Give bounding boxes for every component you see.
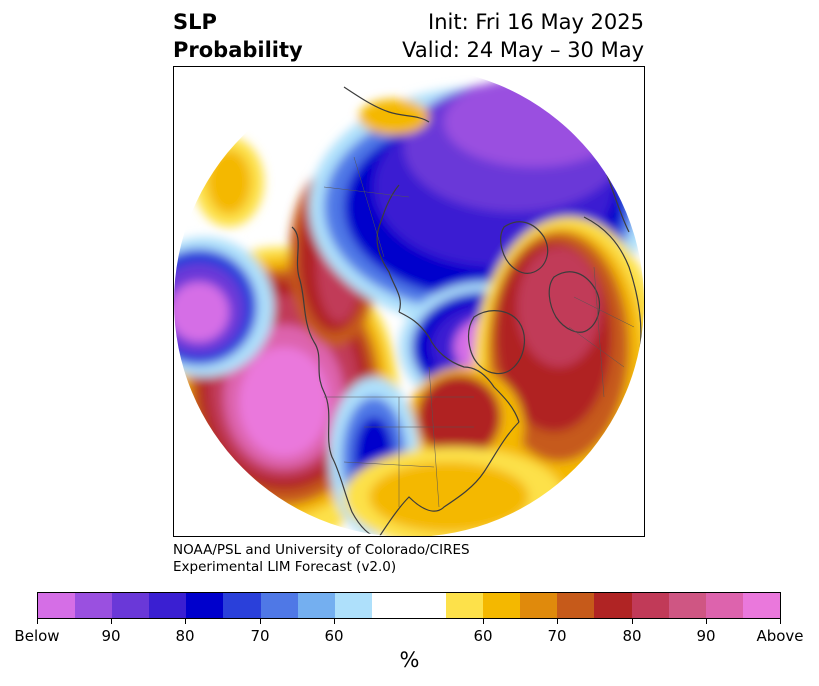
colorbar-units: % — [399, 648, 420, 672]
credit-text: NOAA/PSL and University of Colorado/CIRE… — [173, 542, 470, 576]
colorbar-segment — [446, 593, 484, 618]
colorbar-tick-label: 90 — [101, 627, 121, 645]
colorbar-tick-label: 60 — [473, 627, 493, 645]
colorbar-tick-label: Below — [14, 627, 60, 645]
forecast-dates: Init: Fri 16 May 2025 Valid: 24 May – 30… — [402, 8, 644, 64]
colorbar-tick-label: 70 — [547, 627, 567, 645]
colorbar-segment — [520, 593, 558, 618]
init-date: Init: Fri 16 May 2025 — [428, 10, 644, 34]
title-line-2: Probability — [173, 38, 303, 62]
colorbar-tick-mark — [37, 619, 38, 624]
colorbar-tick-mark — [780, 619, 781, 624]
credit-line-1: NOAA/PSL and University of Colorado/CIRE… — [173, 542, 470, 558]
colorbar-tick-label: Above — [756, 627, 804, 645]
colorbar-segment — [668, 593, 706, 618]
colorbar-segment — [705, 593, 743, 618]
colorbar-segment — [334, 593, 372, 618]
colorbar-tick-mark — [706, 619, 707, 624]
title-line-1: SLP — [173, 10, 217, 34]
colorbar-tick-mark — [111, 619, 112, 624]
colorbar — [37, 592, 781, 619]
colorbar-segment — [594, 593, 632, 618]
colorbar-tick-label: 60 — [324, 627, 344, 645]
colorbar-tick-label: 90 — [696, 627, 716, 645]
colorbar-segment — [38, 593, 76, 618]
colorbar-tick-mark — [483, 619, 484, 624]
credit-line-2: Experimental LIM Forecast (v2.0) — [173, 559, 397, 575]
colorbar-segment — [483, 593, 521, 618]
coastlines — [291, 86, 642, 536]
colorbar-tick-mark — [334, 619, 335, 624]
colorbar-tick-mark — [260, 619, 261, 624]
colorbar-segment — [297, 593, 335, 618]
colorbar-tick-label: 80 — [175, 627, 195, 645]
colorbar-segment — [112, 593, 150, 618]
colorbar-tick-mark — [557, 619, 558, 624]
colorbar-segment — [408, 593, 447, 618]
valid-range: Valid: 24 May – 30 May — [402, 38, 644, 62]
colorbar-segment — [557, 593, 595, 618]
polar-map — [174, 67, 644, 536]
colorbar-tick-label: 70 — [250, 627, 270, 645]
colorbar-tick-mark — [185, 619, 186, 624]
colorbar-segment — [631, 593, 669, 618]
probability-field — [174, 67, 644, 536]
colorbar-segment — [260, 593, 298, 618]
colorbar-segment — [223, 593, 261, 618]
colorbar-segment — [149, 593, 187, 618]
colorbar-tick-label: 80 — [622, 627, 642, 645]
polar-map-panel — [173, 66, 645, 537]
colorbar-segment — [371, 593, 409, 618]
colorbar-tick-mark — [632, 619, 633, 624]
political-borders — [323, 156, 635, 508]
colorbar-segment — [186, 593, 224, 618]
colorbar-segment — [75, 593, 113, 618]
map-title: SLP Probability — [173, 8, 303, 64]
colorbar-segment — [742, 593, 780, 618]
